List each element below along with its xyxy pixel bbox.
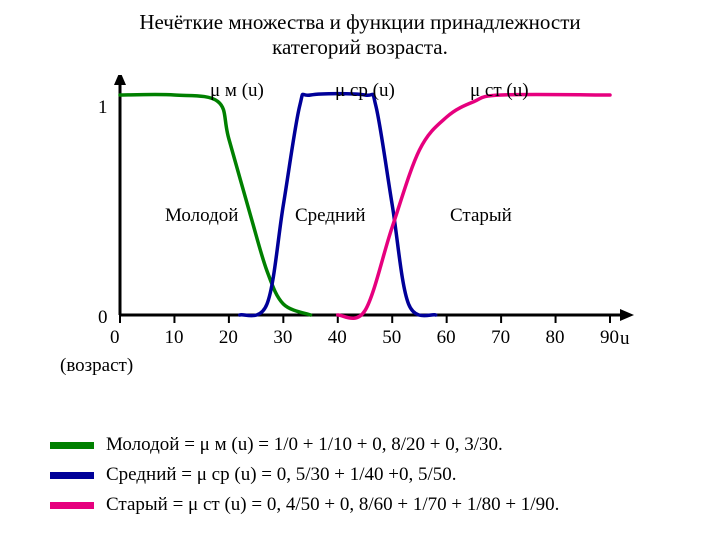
legend-row-middle: Средний = μ ср (u) = 0, 5/30 + 1/40 +0, …: [50, 460, 690, 490]
xtick-label: 40: [328, 327, 347, 349]
page: Нечёткие множества и функции принадлежно…: [0, 0, 720, 540]
ytick-one: 1: [98, 97, 108, 119]
legend-swatch-old: [50, 502, 94, 509]
title-line-1: Нечёткие множества и функции принадлежно…: [139, 10, 580, 34]
legend-text-old: Старый = μ ст (u) = 0, 4/50 + 0, 8/60 + …: [106, 494, 559, 516]
xtick-label: 90: [600, 327, 619, 349]
xtick-label: 60: [437, 327, 456, 349]
xtick-label: 70: [491, 327, 510, 349]
membership-chart: μ м (u) μ ср (u) μ ст (u) 1 0 Молодой Ср…: [80, 75, 640, 365]
cat-label-middle: Средний: [295, 205, 366, 227]
legend-row-young: Молодой = μ м (u) = 1/0 + 1/10 + 0, 8/20…: [50, 430, 690, 460]
xtick-label: 30: [273, 327, 292, 349]
mu-label-middle: μ ср (u): [335, 80, 395, 102]
cat-label-old: Старый: [450, 205, 512, 227]
xaxis-unit: u: [620, 328, 630, 350]
legend-swatch-young: [50, 442, 94, 449]
page-title: Нечёткие множества и функции принадлежно…: [0, 10, 720, 60]
legend-text-young: Молодой = μ м (u) = 1/0 + 1/10 + 0, 8/20…: [106, 434, 503, 456]
xtick-label: 20: [219, 327, 238, 349]
xtick-label: 0: [110, 327, 120, 349]
xtick-label: 80: [546, 327, 565, 349]
xtick-label: 50: [382, 327, 401, 349]
xaxis-sublabel: (возраст): [60, 355, 133, 377]
cat-label-young: Молодой: [165, 205, 238, 227]
title-line-2: категорий возраста.: [272, 35, 448, 59]
xtick-label: 10: [164, 327, 183, 349]
ytick-zero: 0: [98, 307, 108, 329]
legend: Молодой = μ м (u) = 1/0 + 1/10 + 0, 8/20…: [50, 430, 690, 520]
legend-text-middle: Средний = μ ср (u) = 0, 5/30 + 1/40 +0, …: [106, 464, 457, 486]
mu-label-old: μ ст (u): [470, 80, 529, 102]
legend-row-old: Старый = μ ст (u) = 0, 4/50 + 0, 8/60 + …: [50, 490, 690, 520]
mu-label-young: μ м (u): [210, 80, 264, 102]
legend-swatch-middle: [50, 472, 94, 479]
